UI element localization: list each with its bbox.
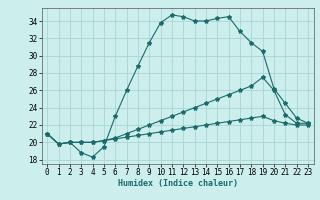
X-axis label: Humidex (Indice chaleur): Humidex (Indice chaleur) <box>118 179 237 188</box>
